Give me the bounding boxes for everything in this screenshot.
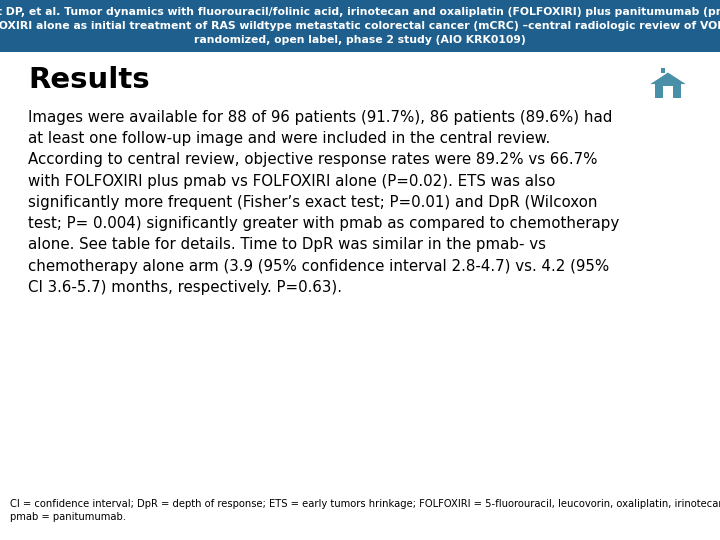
Text: Results: Results <box>28 66 150 94</box>
Text: Modest DP, et al. Tumor dynamics with fluorouracil/folinic acid, irinotecan and : Modest DP, et al. Tumor dynamics with fl… <box>0 8 720 45</box>
Text: Images were available for 88 of 96 patients (91.7%), 86 patients (89.6%) had
at : Images were available for 88 of 96 patie… <box>28 110 619 295</box>
Polygon shape <box>663 86 672 98</box>
Polygon shape <box>655 84 681 98</box>
Text: CI = confidence interval; DpR = depth of response; ETS = early tumors hrinkage; : CI = confidence interval; DpR = depth of… <box>10 499 720 522</box>
Polygon shape <box>660 68 665 72</box>
Polygon shape <box>650 72 685 84</box>
Bar <box>0 0 720 52</box>
